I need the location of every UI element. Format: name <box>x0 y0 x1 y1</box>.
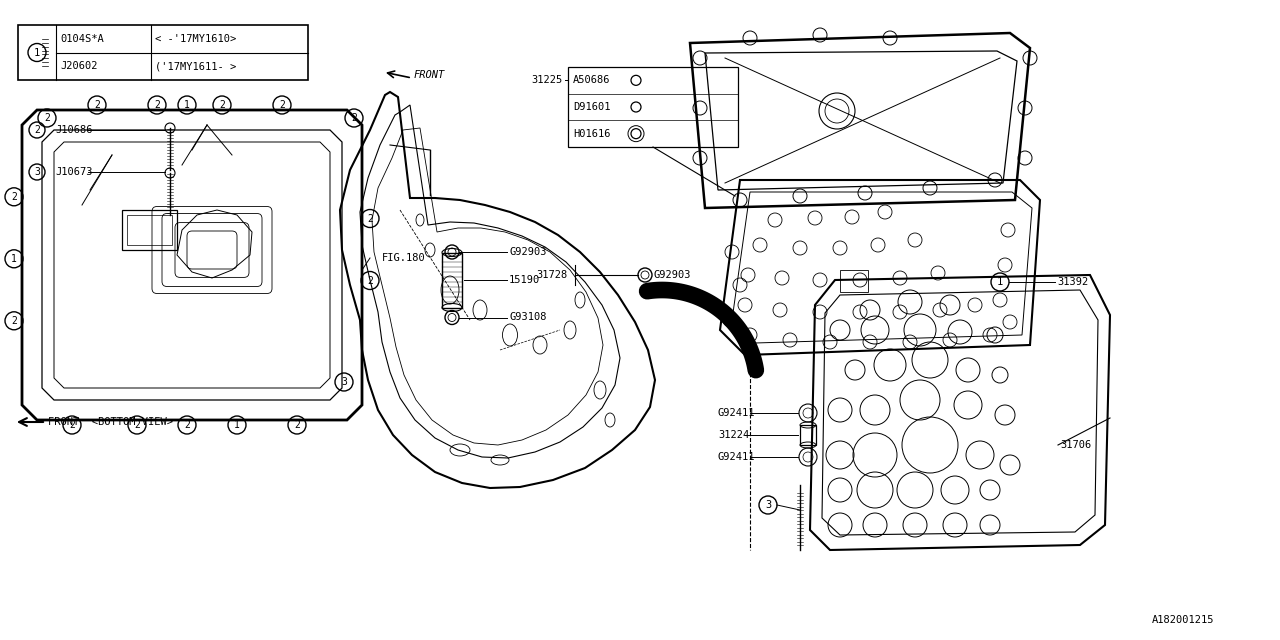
Text: 2: 2 <box>184 420 189 430</box>
Text: FRONT: FRONT <box>413 70 445 80</box>
Text: 2: 2 <box>367 275 372 285</box>
Bar <box>127 215 172 245</box>
Text: 31224: 31224 <box>718 430 749 440</box>
Text: 2: 2 <box>12 192 17 202</box>
Text: 3: 3 <box>340 377 347 387</box>
Text: 1: 1 <box>184 100 189 110</box>
Text: 2: 2 <box>279 100 285 110</box>
Text: J10686: J10686 <box>55 125 92 135</box>
Bar <box>568 67 739 147</box>
Text: A50686: A50686 <box>573 76 611 85</box>
Text: 2: 2 <box>294 420 300 430</box>
Text: 2: 2 <box>219 100 225 110</box>
Text: 1: 1 <box>33 47 40 58</box>
Text: 3: 3 <box>35 167 40 177</box>
Text: 2: 2 <box>351 113 357 123</box>
Text: J10673: J10673 <box>55 167 92 177</box>
Bar <box>442 253 462 307</box>
Bar <box>122 210 177 250</box>
Text: 2: 2 <box>44 113 50 123</box>
Text: G92903: G92903 <box>509 247 547 257</box>
Bar <box>18 25 308 80</box>
Text: 1: 1 <box>997 277 1004 287</box>
Text: 31392: 31392 <box>1057 277 1088 287</box>
Text: < -'17MY1610>: < -'17MY1610> <box>155 34 237 44</box>
Text: J20602: J20602 <box>60 61 97 71</box>
Text: G93108: G93108 <box>509 312 547 323</box>
Text: G92903: G92903 <box>653 270 690 280</box>
Text: FIG.180: FIG.180 <box>381 253 426 263</box>
Text: 2: 2 <box>12 316 17 326</box>
Text: D91601: D91601 <box>573 102 611 112</box>
Text: G92411: G92411 <box>718 408 755 418</box>
Text: 2: 2 <box>35 125 40 135</box>
Text: 3: 3 <box>765 500 771 510</box>
Text: 15190: 15190 <box>509 275 540 285</box>
Text: 2: 2 <box>93 100 100 110</box>
Text: A182001215: A182001215 <box>1152 615 1215 625</box>
Text: 31706: 31706 <box>1060 440 1092 450</box>
Text: 2: 2 <box>154 100 160 110</box>
Text: H01616: H01616 <box>573 129 611 139</box>
Text: 2: 2 <box>367 214 372 223</box>
Text: 1: 1 <box>12 254 17 264</box>
Text: G92411: G92411 <box>718 452 755 462</box>
Bar <box>800 425 817 445</box>
Text: FRONT  <BOTTOM VIEW>: FRONT <BOTTOM VIEW> <box>49 417 173 427</box>
Text: 31225: 31225 <box>531 76 563 85</box>
Text: 2: 2 <box>134 420 140 430</box>
Text: 31728: 31728 <box>536 270 567 280</box>
Bar <box>840 270 868 292</box>
Text: 0104S*A: 0104S*A <box>60 34 104 44</box>
Text: ('17MY1611- >: ('17MY1611- > <box>155 61 237 71</box>
Text: 1: 1 <box>234 420 239 430</box>
Text: 2: 2 <box>69 420 76 430</box>
